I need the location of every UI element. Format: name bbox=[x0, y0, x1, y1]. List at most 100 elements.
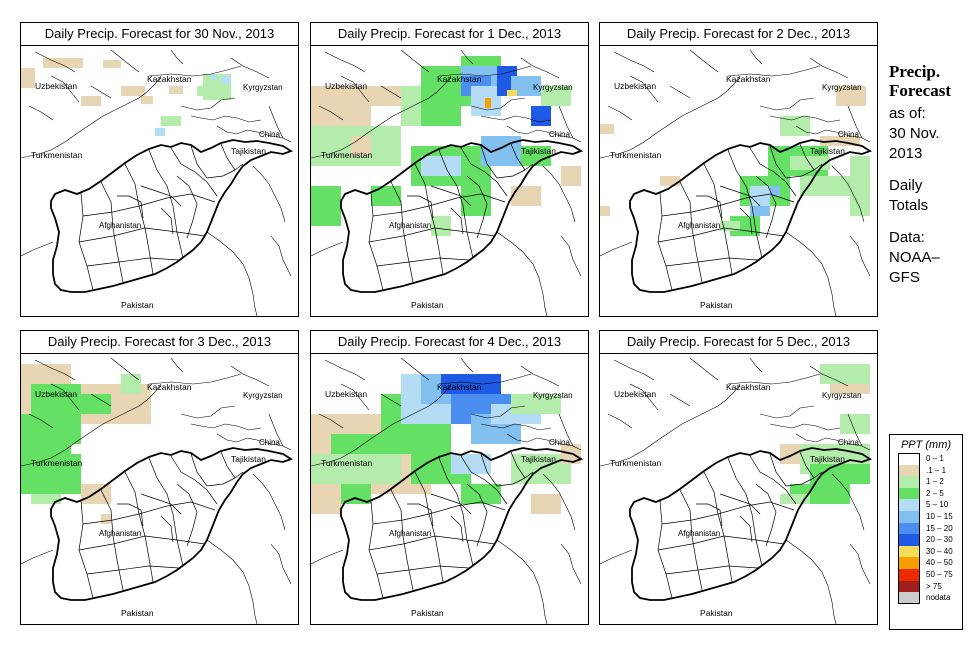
province-border bbox=[140, 185, 182, 207]
country-border bbox=[170, 49, 184, 65]
country-border bbox=[669, 393, 691, 407]
country-border bbox=[268, 105, 292, 143]
country-border bbox=[110, 49, 140, 73]
legend-item: 30 – 40 bbox=[890, 545, 962, 558]
country-border bbox=[599, 383, 741, 467]
legend-label: 2 – 5 bbox=[926, 488, 944, 498]
country-label: Uzbekistan bbox=[35, 389, 77, 399]
legend-item: 2 – 5 bbox=[890, 487, 962, 500]
province-border bbox=[769, 453, 815, 487]
country-border bbox=[148, 65, 242, 77]
province-border bbox=[739, 515, 753, 543]
province-border bbox=[390, 489, 414, 591]
country-border bbox=[50, 383, 80, 411]
province-border bbox=[719, 493, 761, 515]
country-label: Pakistan bbox=[121, 608, 154, 618]
country-border bbox=[759, 97, 815, 111]
precip-cell bbox=[81, 394, 111, 414]
precip-cell bbox=[840, 414, 870, 434]
legend-swatch bbox=[898, 568, 920, 581]
precip-map: Uzbekistan Kazakhstan Kyrgyzstan China Turkm… bbox=[20, 46, 298, 333]
country-label: Afghanistan bbox=[389, 529, 431, 538]
country-border bbox=[310, 383, 452, 467]
country-label: Afghanistan bbox=[99, 529, 141, 538]
precip-cell bbox=[421, 156, 461, 176]
precip-cell bbox=[31, 494, 61, 504]
province-border bbox=[749, 455, 797, 505]
country-border bbox=[560, 543, 582, 585]
country-border bbox=[560, 235, 582, 277]
province-border bbox=[450, 515, 464, 543]
precip-map: Uzbekistan Kazakhstan Kyrgyzstan China Turkm… bbox=[599, 46, 877, 333]
afghanistan-border bbox=[629, 447, 873, 601]
precip-cell bbox=[820, 364, 870, 384]
country-label: Turkmenistan bbox=[321, 458, 372, 468]
country-label: Kyrgyzstan bbox=[243, 391, 283, 400]
country-border bbox=[180, 405, 236, 419]
country-border bbox=[190, 115, 262, 123]
country-border bbox=[629, 75, 659, 103]
province-border bbox=[78, 227, 206, 243]
country-label: Turkmenistan bbox=[610, 458, 661, 468]
country-border bbox=[629, 383, 659, 411]
country-border bbox=[400, 357, 430, 381]
province-border bbox=[430, 185, 472, 207]
province-border bbox=[414, 471, 444, 583]
totals-line2: Totals bbox=[889, 197, 929, 214]
province-border bbox=[430, 493, 472, 515]
precip-cell bbox=[531, 106, 551, 126]
precip-cell bbox=[600, 206, 610, 216]
map-svg: Uzbekistan Kazakhstan Kyrgyzstan China Turkm… bbox=[599, 357, 873, 641]
province-border bbox=[679, 181, 703, 283]
province-border bbox=[661, 501, 795, 525]
province-border bbox=[755, 175, 777, 239]
asof-line2: 30 Nov. bbox=[889, 125, 940, 142]
country-border bbox=[613, 359, 655, 381]
country-border bbox=[785, 231, 837, 317]
precip-cell bbox=[451, 454, 491, 474]
country-border bbox=[216, 433, 284, 447]
province-border bbox=[170, 147, 218, 197]
country-border bbox=[310, 549, 344, 565]
panel-title: Daily Precip. Forecast for 3 Dec., 2013 bbox=[21, 331, 298, 354]
country-label: Kazakhstan bbox=[147, 382, 192, 392]
province-border bbox=[86, 257, 180, 267]
legend-swatch bbox=[898, 464, 920, 477]
country-label: Tajikistan bbox=[231, 454, 266, 464]
country-label: China bbox=[838, 130, 859, 139]
country-border bbox=[769, 423, 841, 431]
country-border bbox=[542, 165, 576, 223]
precip-cell bbox=[21, 414, 71, 454]
precip-cell bbox=[511, 394, 561, 414]
data-line1: Data: bbox=[889, 229, 925, 246]
country-border bbox=[520, 365, 560, 387]
province-border bbox=[769, 145, 815, 179]
province-border bbox=[140, 493, 182, 515]
legend-label: 10 – 15 bbox=[926, 511, 953, 521]
country-border bbox=[496, 231, 548, 317]
country-border bbox=[270, 235, 292, 277]
legend-swatch bbox=[898, 487, 920, 500]
province-border bbox=[460, 455, 508, 505]
province-border bbox=[170, 455, 218, 505]
country-border bbox=[190, 423, 262, 431]
province-border bbox=[719, 185, 761, 207]
country-border bbox=[689, 49, 719, 73]
country-border bbox=[90, 85, 112, 99]
country-border bbox=[470, 405, 526, 419]
country-border bbox=[613, 51, 655, 73]
legend-swatch bbox=[898, 499, 920, 511]
precip-cell bbox=[169, 86, 183, 94]
province-border bbox=[220, 451, 244, 479]
country-border bbox=[206, 231, 258, 317]
country-border bbox=[460, 357, 474, 373]
province-border bbox=[799, 143, 823, 171]
data-line2: NOAA– bbox=[889, 249, 940, 266]
country-label: China bbox=[259, 130, 280, 139]
country-border bbox=[268, 413, 292, 451]
precip-cell bbox=[197, 86, 207, 96]
forecast-panel-5dec: Daily Precip. Forecast for 5 Dec., 2013 … bbox=[599, 330, 878, 641]
country-label: Kazakhstan bbox=[147, 74, 192, 84]
legend-label: 0 – 1 bbox=[926, 454, 944, 463]
country-label: Pakistan bbox=[411, 608, 444, 618]
